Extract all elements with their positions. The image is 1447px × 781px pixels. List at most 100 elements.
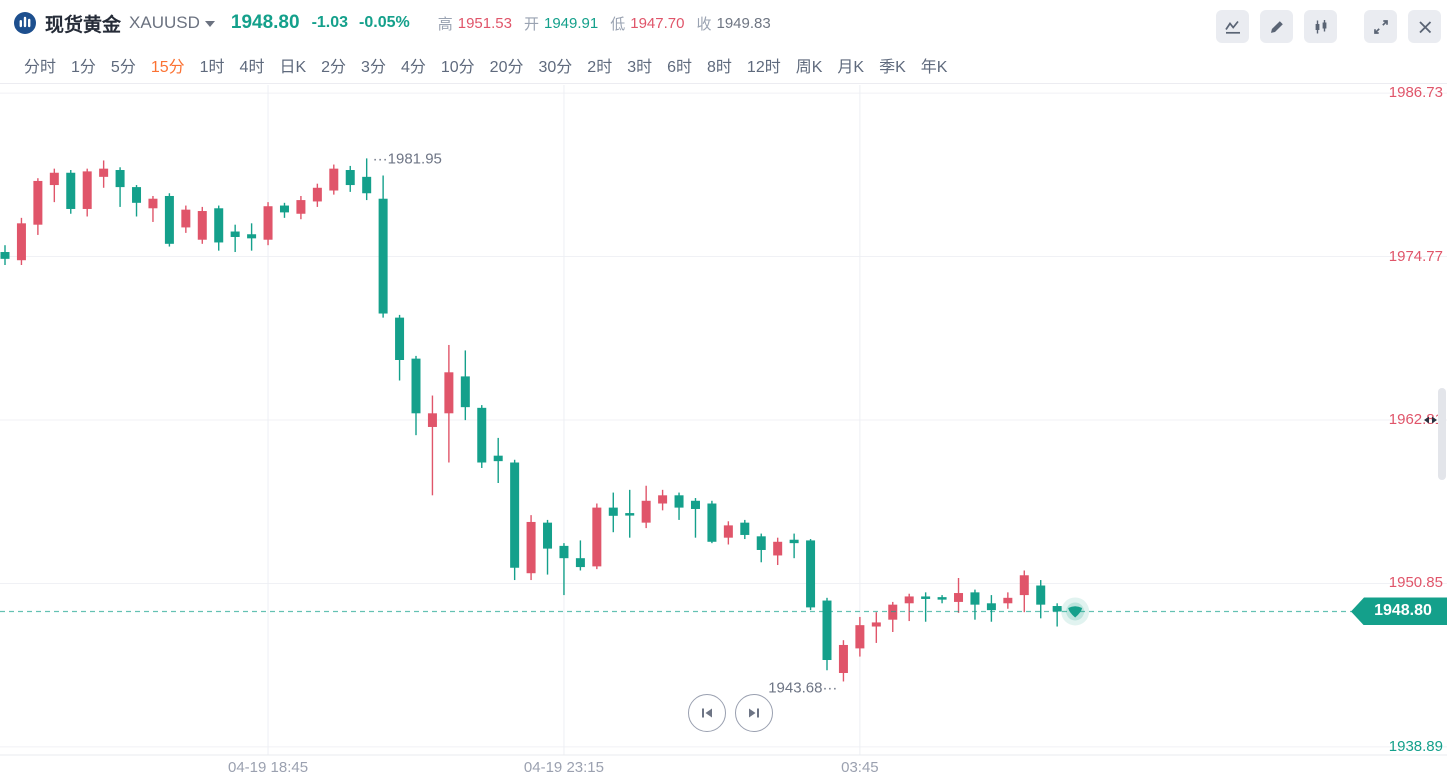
- low-label: 1943.68···: [768, 679, 837, 696]
- skip-to-end-icon: [749, 708, 759, 718]
- timeframe-15分[interactable]: 15分: [150, 58, 185, 76]
- candle-body: [510, 462, 520, 568]
- timeframe-2时[interactable]: 2时: [587, 58, 613, 76]
- candle-body: [66, 172, 76, 209]
- candle-body: [329, 168, 339, 191]
- candle-body: [82, 171, 92, 209]
- candle-body: [362, 176, 372, 194]
- skip-to-end-button[interactable]: [735, 694, 773, 732]
- fullscreen-icon[interactable]: [1364, 10, 1397, 43]
- timeframe-4时[interactable]: 4时: [239, 58, 265, 76]
- candle-body: [115, 170, 125, 188]
- stat-value: 1947.70: [630, 14, 685, 32]
- timeframe-10分[interactable]: 10分: [440, 58, 475, 76]
- candle-body: [444, 372, 454, 414]
- timeframe-季K[interactable]: 季K: [879, 58, 906, 76]
- candle-body: [148, 198, 158, 209]
- indicator-line-icon[interactable]: [1216, 10, 1249, 43]
- timeframe-4分[interactable]: 4分: [400, 58, 426, 76]
- header: 现货黄金 XAUUSD 1948.80 -1.03 -0.05% 高 1951.5…: [0, 0, 1447, 46]
- price-change: -1.03: [311, 14, 349, 31]
- candle-body: [279, 205, 289, 213]
- timeframe-3时[interactable]: 3时: [627, 58, 653, 76]
- candle-body: [345, 170, 355, 186]
- latest-price-marker: [1068, 606, 1083, 618]
- candle-body: [970, 592, 980, 605]
- candle-body: [247, 234, 257, 239]
- draw-icon[interactable]: [1260, 10, 1293, 43]
- stat-value: 1949.91: [544, 14, 599, 32]
- price-change-percent: -0.05%: [359, 14, 410, 31]
- timeframe-3分[interactable]: 3分: [361, 58, 386, 76]
- timeframe-6时[interactable]: 6时: [667, 58, 693, 76]
- candle-body: [674, 495, 684, 508]
- timeframe-toolbar: 分时 1分 5分 15分 1时 4时 日K 2分 3分 4分 10分 20分 30分 2时 3时 6时 8时 12…: [0, 46, 1447, 84]
- stat-label: 收: [696, 15, 712, 33]
- stat-label: 高: [437, 15, 453, 33]
- candle-body: [559, 545, 569, 559]
- stat-label: 低: [610, 15, 626, 33]
- candle-body: [658, 495, 668, 504]
- timeframe-年K[interactable]: 年K: [920, 58, 948, 76]
- candle-body: [921, 596, 931, 599]
- candle-body: [378, 198, 388, 314]
- timeframe-5分[interactable]: 5分: [110, 58, 136, 76]
- candle-body: [838, 644, 848, 673]
- candle-body: [937, 597, 947, 600]
- timeframe-分时[interactable]: 分时: [24, 58, 57, 76]
- candle-body: [954, 593, 964, 602]
- timeframe-8时[interactable]: 8时: [707, 58, 732, 76]
- candle-body: [33, 180, 43, 225]
- time-tick-label: 04-19 23:15: [523, 759, 604, 776]
- scrollbar-thumb[interactable]: [1438, 388, 1446, 480]
- symbol-code: XAUUSD: [129, 13, 200, 32]
- candle-body: [904, 596, 914, 604]
- candle-body: [164, 195, 174, 244]
- candle-body: [460, 376, 470, 408]
- timeframe-1时[interactable]: 1时: [199, 58, 225, 76]
- candle-body: [49, 172, 59, 186]
- candle-body: [526, 521, 536, 574]
- candle-body: [855, 625, 865, 649]
- timeframe-月K[interactable]: 月K: [837, 58, 865, 76]
- candle-body: [773, 541, 783, 556]
- time-tick-label: 03:45: [841, 759, 879, 776]
- candle-body: [395, 317, 405, 360]
- candle-body: [707, 503, 717, 542]
- candle-body: [1003, 597, 1013, 604]
- candle-body: [427, 413, 437, 427]
- candle-body: [1019, 575, 1029, 596]
- candle-body: [608, 507, 618, 516]
- skip-to-start-icon: [702, 708, 712, 718]
- skip-to-start-button[interactable]: [688, 694, 726, 732]
- candle-body: [641, 500, 651, 523]
- last-price: 1948.80: [230, 12, 300, 33]
- candle-body: [740, 522, 750, 535]
- symbol-dropdown[interactable]: XAUUSD: [129, 13, 215, 33]
- timeframe-12时[interactable]: 12时: [746, 58, 781, 76]
- stat-label: 开: [523, 15, 539, 33]
- header-actions: [1205, 10, 1441, 43]
- candle-body: [888, 604, 898, 620]
- candle-body: [132, 187, 142, 203]
- ohlc-stats: 高 1951.53 开 1949.91 低 1947.70 收 1949.83: [426, 13, 771, 34]
- candle-body: [625, 513, 635, 516]
- candle-style-icon[interactable]: [1304, 10, 1337, 43]
- time-tick-label: 04-19 18:45: [227, 759, 309, 776]
- price-tick-label: 1974.77: [1388, 247, 1443, 265]
- timeframe-2分[interactable]: 2分: [321, 58, 347, 76]
- candle-body: [0, 252, 10, 259]
- close-icon[interactable]: [1408, 10, 1441, 43]
- candle-body: [493, 455, 503, 462]
- timeframe-30分[interactable]: 30分: [538, 58, 573, 76]
- candle-body: [822, 600, 832, 661]
- timeframe-日K[interactable]: 日K: [279, 58, 307, 76]
- timeframe-周K[interactable]: 周K: [795, 58, 823, 76]
- candle-body: [1052, 606, 1062, 612]
- candle-body: [296, 200, 306, 214]
- candle-body: [197, 211, 207, 240]
- timeframe-20分[interactable]: 20分: [489, 58, 524, 76]
- candle-body: [181, 209, 191, 228]
- timeframe-1分[interactable]: 1分: [71, 58, 96, 76]
